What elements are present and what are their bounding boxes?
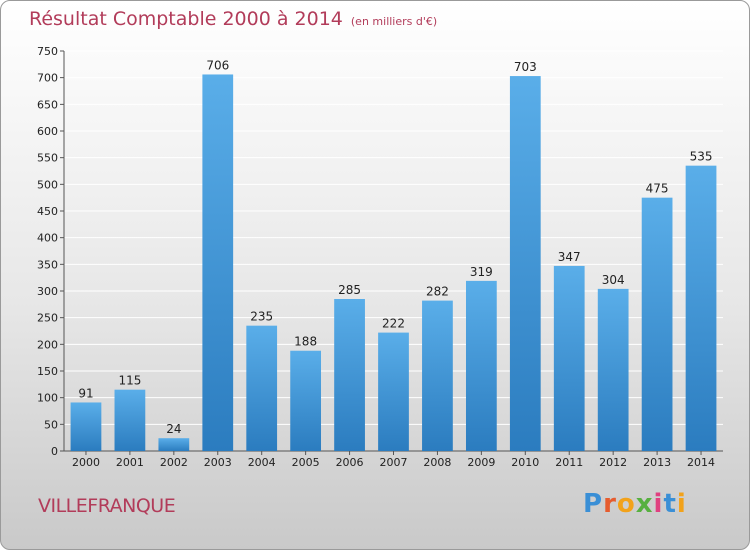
bar <box>553 265 585 451</box>
bar-value-label: 535 <box>690 150 713 164</box>
bar <box>509 76 541 452</box>
bar-value-label: 304 <box>602 273 625 287</box>
x-tick-label: 2011 <box>555 456 583 469</box>
x-tick-label: 2006 <box>336 456 364 469</box>
x-tick-label: 2013 <box>643 456 671 469</box>
x-tick-label: 2001 <box>116 456 144 469</box>
bar <box>641 197 673 451</box>
logo-letter: i <box>653 489 664 519</box>
bar-value-label: 115 <box>118 374 141 388</box>
bar <box>378 332 409 451</box>
logo-letter: t <box>663 489 677 519</box>
x-tick-label: 2003 <box>204 456 232 469</box>
y-tick-label: 300 <box>37 285 58 298</box>
logo-letter: x <box>635 489 654 519</box>
y-tick-label: 0 <box>51 445 58 458</box>
y-tick-label: 450 <box>37 205 58 218</box>
x-tick-label: 2014 <box>687 456 715 469</box>
logo-letter: i <box>676 489 687 519</box>
chart-title-unit: (en milliers d'€) <box>350 15 438 28</box>
bar <box>246 325 278 451</box>
chart-title: Résultat Comptable 2000 à 2014 (en millie… <box>29 8 437 30</box>
location-name: VILLEFRANQUE <box>38 495 176 517</box>
x-tick-label: 2008 <box>423 456 451 469</box>
bar-value-label: 91 <box>78 386 93 400</box>
bar-value-label: 282 <box>426 285 449 299</box>
y-tick-label: 650 <box>37 98 58 111</box>
x-tick-label: 2009 <box>467 456 495 469</box>
y-tick-label: 600 <box>37 125 58 138</box>
x-tick-label: 2002 <box>160 456 188 469</box>
bar <box>158 438 190 451</box>
bar <box>465 280 497 451</box>
bar <box>114 389 146 451</box>
x-tick-label: 2004 <box>248 456 276 469</box>
y-tick-label: 350 <box>37 258 58 271</box>
y-tick-label: 100 <box>37 392 58 405</box>
bar-value-label: 347 <box>558 250 581 264</box>
bar-value-label: 706 <box>206 58 229 72</box>
y-tick-label: 750 <box>37 45 58 58</box>
chart-title-main: Résultat Comptable 2000 à 2014 <box>29 8 343 30</box>
bar-value-label: 24 <box>166 422 181 436</box>
logo-letter: r <box>603 489 617 519</box>
y-tick-label: 550 <box>37 152 58 165</box>
x-tick-label: 2010 <box>511 456 539 469</box>
y-tick-label: 400 <box>37 232 58 245</box>
y-tick-label: 50 <box>44 418 58 431</box>
bar <box>290 350 322 451</box>
bar <box>685 165 717 451</box>
y-tick-label: 250 <box>37 312 58 325</box>
bar <box>70 402 102 451</box>
y-tick-label: 500 <box>37 178 58 191</box>
bar-value-label: 475 <box>646 182 669 196</box>
proxiti-logo: Proxiti <box>583 489 687 519</box>
x-tick-label: 2000 <box>72 456 100 469</box>
x-tick-label: 2005 <box>292 456 320 469</box>
y-tick-label: 150 <box>37 365 58 378</box>
logo-letter: o <box>616 489 636 519</box>
y-tick-label: 200 <box>37 338 58 351</box>
bar <box>597 288 629 451</box>
bar-value-label: 319 <box>470 265 493 279</box>
bar-value-label: 285 <box>338 283 361 297</box>
bar <box>334 299 365 451</box>
bar <box>422 300 453 451</box>
logo-letter: P <box>583 489 604 519</box>
bar-value-label: 188 <box>294 335 317 349</box>
bar-value-label: 222 <box>382 317 405 331</box>
bar <box>202 74 234 451</box>
bar-value-label: 703 <box>514 60 537 74</box>
x-tick-label: 2007 <box>380 456 408 469</box>
y-tick-label: 700 <box>37 72 58 85</box>
bar-value-label: 235 <box>250 310 273 324</box>
x-tick-label: 2012 <box>599 456 627 469</box>
